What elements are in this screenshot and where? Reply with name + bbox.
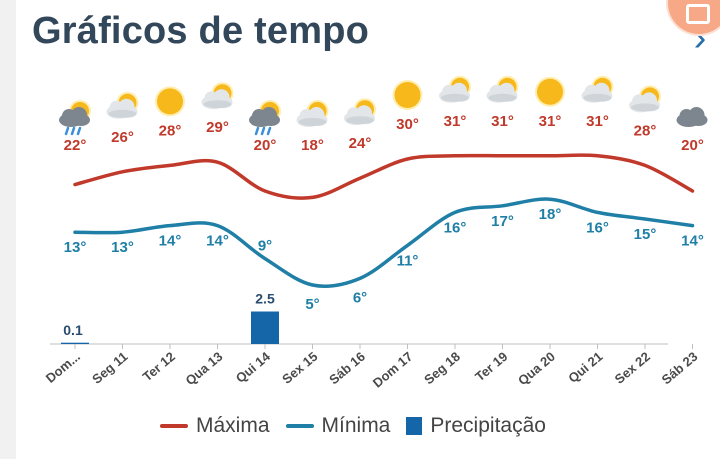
sun-cloud-icon bbox=[486, 75, 519, 103]
min-temp-label: 14° bbox=[159, 233, 182, 250]
x-tick-label: Sáb 16 bbox=[326, 349, 368, 387]
min-temp-label: 11° bbox=[397, 252, 419, 269]
x-tick-label: Sex 22 bbox=[612, 349, 653, 387]
x-tick-label: Seg 18 bbox=[421, 349, 463, 387]
max-temp-label: 22° bbox=[64, 137, 87, 154]
min-temp-label: 15° bbox=[634, 226, 657, 243]
weather-chart: 0.1 2.5 22° 26° 28° 29° 20° 18° 24° 30° 31° 31° 31° 3… bbox=[43, 75, 708, 391]
legend-item-min[interactable]: Mínima bbox=[285, 414, 391, 438]
sun-icon bbox=[392, 80, 423, 110]
max-temp-label: 20° bbox=[681, 137, 704, 154]
x-tick-label: Qui 21 bbox=[565, 349, 605, 386]
max-temp-label: 31° bbox=[539, 113, 562, 130]
min-temp-label: 16° bbox=[444, 219, 467, 236]
x-tick-label: Seg 11 bbox=[89, 349, 130, 387]
max-temp-label: 28° bbox=[634, 122, 657, 139]
precip-bar bbox=[251, 311, 279, 344]
sun-rain-cloud-icon bbox=[59, 100, 91, 136]
max-temp-label: 31° bbox=[444, 113, 467, 130]
max-temp-label: 30° bbox=[396, 116, 419, 133]
legend-item-max[interactable]: Máxima bbox=[160, 414, 270, 438]
x-tick-label: Sex 15 bbox=[279, 349, 320, 387]
legend-label-min: Mínima bbox=[321, 414, 391, 437]
max-temp-label: 24° bbox=[349, 135, 372, 152]
cloud-icon bbox=[676, 107, 708, 127]
sun-cloud-icon bbox=[581, 75, 614, 103]
legend-label-max: Máxima bbox=[196, 414, 270, 437]
max-temp-label: 29° bbox=[206, 119, 229, 136]
sun-cloud-icon bbox=[344, 98, 376, 126]
max-temp-label: 31° bbox=[586, 113, 609, 130]
legend-item-precip[interactable]: Precipitação bbox=[406, 414, 546, 438]
camera-icon bbox=[686, 4, 710, 24]
x-tick-label: Qui 14 bbox=[233, 348, 274, 386]
max-temp-line bbox=[73, 153, 695, 200]
precip-label: 0.1 bbox=[63, 322, 83, 338]
page-title: Gráficos de tempo bbox=[32, 10, 370, 52]
x-tick-label: Ter 19 bbox=[472, 349, 510, 384]
sun-icon bbox=[535, 76, 565, 107]
min-temp-label: 9° bbox=[258, 238, 272, 255]
sun-cloud-icon bbox=[201, 82, 234, 110]
sun-cloud-icon bbox=[106, 91, 139, 119]
legend-label-precip: Precipitação bbox=[430, 414, 546, 437]
sun-cloud-icon bbox=[296, 100, 329, 127]
min-temp-label: 13° bbox=[64, 239, 87, 256]
max-temp-label: 26° bbox=[111, 129, 134, 146]
min-temp-label: 18° bbox=[539, 206, 562, 223]
max-temp-label: 18° bbox=[301, 137, 324, 154]
min-temp-label: 5° bbox=[305, 296, 319, 313]
legend-swatch-min bbox=[285, 424, 314, 428]
max-temp-label: 28° bbox=[159, 122, 182, 139]
x-tick-label: Qua 13 bbox=[183, 349, 226, 388]
min-temp-label: 14° bbox=[681, 233, 704, 250]
x-tick-label: Ter 12 bbox=[140, 349, 178, 384]
sun-rain-cloud-icon bbox=[249, 100, 281, 136]
min-temp-label: 6° bbox=[353, 289, 367, 306]
sun-icon bbox=[155, 86, 185, 117]
legend-swatch-precip bbox=[406, 417, 423, 435]
sun-cloud-icon bbox=[439, 75, 471, 103]
min-temp-line bbox=[73, 197, 695, 289]
x-tick-label: Dom... bbox=[43, 349, 83, 386]
min-temp-label: 17° bbox=[491, 213, 514, 230]
min-temp-label: 14° bbox=[206, 233, 229, 250]
chart-legend: Máxima Mínima Precipitação bbox=[160, 414, 546, 438]
sun-cloud-icon bbox=[629, 85, 661, 113]
legend-swatch-max bbox=[160, 424, 188, 428]
precip-bar bbox=[61, 342, 89, 344]
min-temp-label: 16° bbox=[586, 219, 609, 236]
x-tick-label: Sáb 23 bbox=[659, 349, 701, 387]
max-temp-label: 31° bbox=[491, 113, 514, 130]
min-temp-label: 13° bbox=[111, 239, 134, 256]
x-tick-label: Dom 17 bbox=[370, 349, 416, 391]
precip-label: 2.5 bbox=[255, 291, 275, 307]
max-temp-label: 20° bbox=[254, 137, 277, 154]
x-tick-label: Qua 20 bbox=[515, 349, 558, 388]
